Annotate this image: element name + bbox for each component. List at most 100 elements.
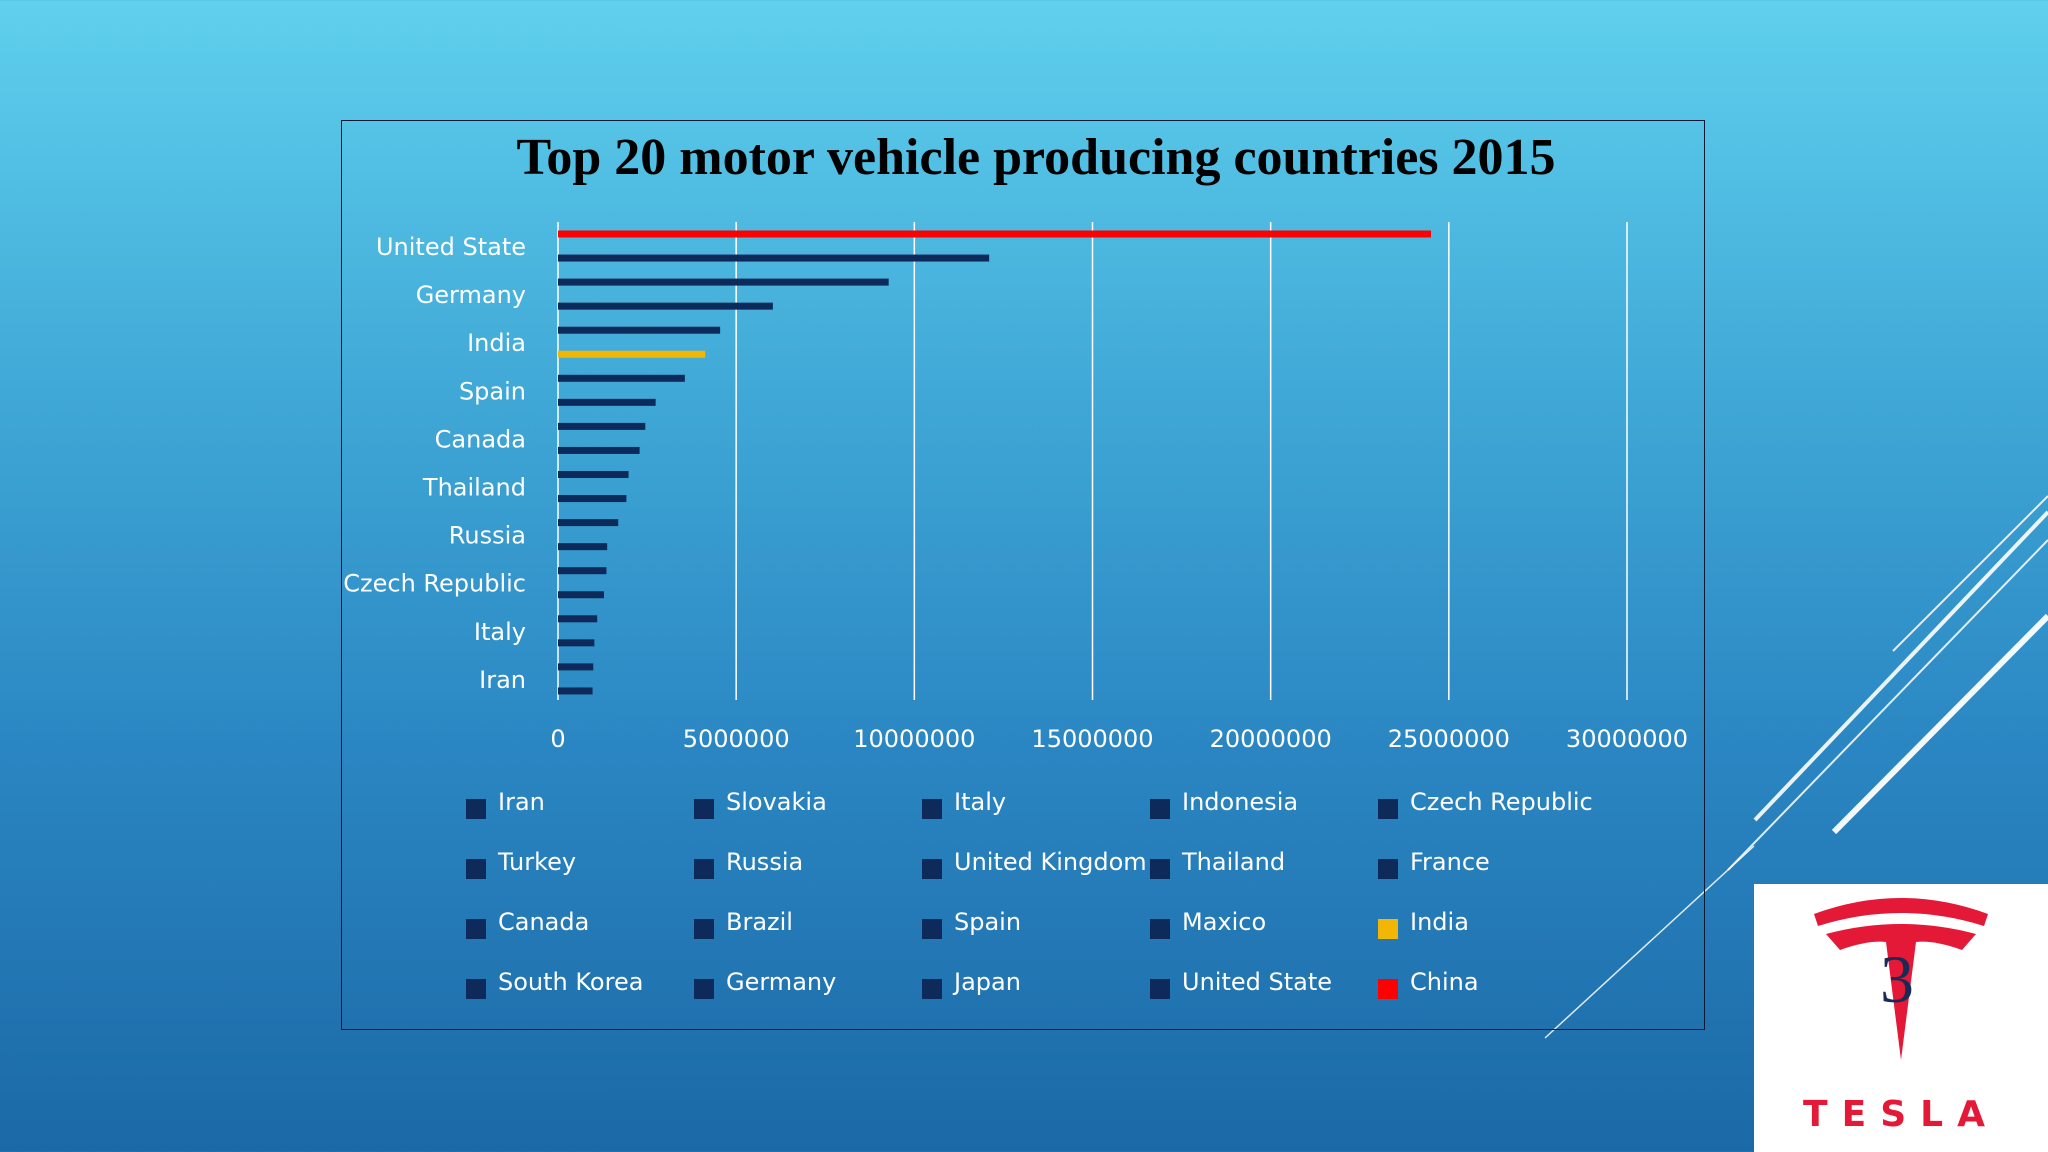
bar [558,254,990,262]
category-label: United State [376,233,526,261]
legend-swatch [1150,859,1170,879]
decorative-line [1544,845,1755,1039]
category-label: Thailand [422,474,526,502]
category-label: Czech Republic [343,570,526,598]
bar [558,687,593,695]
bar [558,350,706,358]
legend-label: South Korea [498,968,644,996]
bar [558,230,1432,238]
legend-item: Spain [922,902,1021,942]
legend-label: Czech Republic [1410,788,1593,816]
legend-item: Slovakia [694,782,827,822]
legend-item: South Korea [466,962,643,1002]
decorative-line [1727,539,2048,871]
legend-swatch [694,979,714,999]
legend-swatch [1378,919,1398,939]
legend-item: China [1378,962,1479,1002]
legend-item: United Kingdom [922,842,1147,882]
legend-swatch [466,919,486,939]
gridlines [557,222,1628,700]
bar [558,663,594,671]
x-tick-label: 30000000 [1566,725,1688,753]
category-label: Russia [449,522,526,550]
legend-label: United Kingdom [954,848,1147,876]
decorative-line [1892,495,2048,652]
bar [558,398,656,406]
category-label: Spain [459,377,526,405]
bar [558,639,595,647]
category-labels: United State Germany India Spain Canada Thail… [343,233,526,694]
x-tick-label: 25000000 [1388,725,1510,753]
chart-frame [341,120,1705,1030]
legend-item: India [1378,902,1469,942]
x-tick-label: 0 [550,725,565,753]
tesla-logo-panel: TESLA [1754,884,2048,1152]
legend-label: Japan [954,968,1021,996]
legend-swatch [1378,979,1398,999]
legend-item: Japan [922,962,1021,1002]
legend-item: Iran [466,782,545,822]
legend-swatch [922,979,942,999]
legend-item: Maxico [1150,902,1266,942]
x-tick-label: 15000000 [1031,725,1153,753]
legend-swatch [694,799,714,819]
legend-label: Iran [498,788,545,816]
legend-swatch [466,859,486,879]
legend-label: China [1410,968,1479,996]
legend-label: India [1410,908,1469,936]
legend-label: Turkey [498,848,577,876]
legend-swatch [1378,859,1398,879]
tesla-t-logo-icon [1814,898,1988,1060]
x-tick-labels: 0 5000000 10000000 15000000 20000000 25000000… [550,725,1688,753]
x-tick-label: 5000000 [683,725,790,753]
legend-item: France [1378,842,1490,882]
legend-label: Maxico [1182,908,1267,936]
legend-item: Czech Republic [1378,782,1593,822]
bar [558,446,640,454]
legend-item: Thailand [1150,842,1285,882]
legend-swatch [694,859,714,879]
tesla-wordmark: TESLA [1803,1094,1999,1135]
category-label: India [467,329,526,357]
bar [558,326,721,334]
legend-item: Germany [694,962,836,1002]
legend-label: Thailand [1182,848,1286,876]
legend-label: France [1410,848,1490,876]
legend-label: Germany [726,968,837,996]
legend-swatch [466,799,486,819]
legend-item: Brazil [694,902,793,942]
legend-label: United State [1182,968,1333,996]
legend-swatch [922,799,942,819]
legend-label: Brazil [726,908,793,936]
bar [558,471,629,478]
x-tick-label: 20000000 [1210,725,1332,753]
legend-swatch [1150,979,1170,999]
legend-swatch [1150,799,1170,819]
bar [558,278,889,286]
legend-label: Indonesia [1182,788,1299,816]
bar [558,615,598,623]
category-label: Germany [416,281,526,309]
bar [558,374,685,382]
decorative-line [1753,510,2048,822]
bar [558,302,773,310]
legend-swatch [694,919,714,939]
bar [558,519,619,527]
legend-item: Turkey [466,842,576,882]
legend-swatch [922,919,942,939]
category-label: Canada [435,425,526,453]
legend-item: Russia [694,842,803,882]
legend-item: Indonesia [1150,782,1298,822]
legend-swatch [466,979,486,999]
legend-label: Canada [498,908,590,936]
decorative-line [1831,613,2048,835]
category-label: Italy [474,618,526,646]
bars [558,230,1432,695]
bar [558,591,604,599]
bar [558,422,646,430]
category-label: Iran [479,666,526,694]
chart-title: Top 20 motor vehicle producing countries… [516,129,1556,186]
legend-swatch [1378,799,1398,819]
